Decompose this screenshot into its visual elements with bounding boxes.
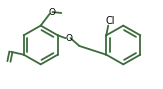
Text: O: O [48, 8, 55, 17]
Text: O: O [65, 34, 72, 43]
Text: Cl: Cl [105, 16, 115, 26]
